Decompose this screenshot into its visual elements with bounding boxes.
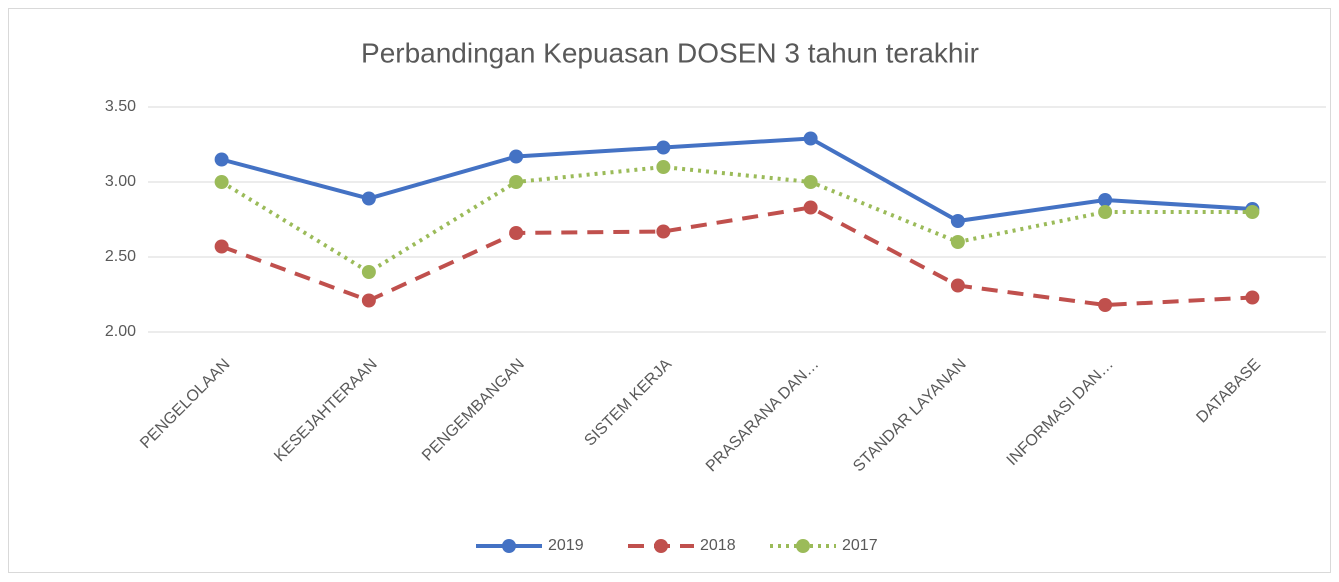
data-point: [656, 224, 671, 239]
data-point: [509, 175, 524, 189]
data-point: [950, 214, 965, 228]
data-point: [361, 265, 376, 279]
legend-label: 2019: [548, 537, 584, 554]
legend-marker: [502, 539, 516, 553]
data-point: [803, 175, 818, 189]
chart-title: Perbandingan Kepuasan DOSEN 3 tahun tera…: [361, 37, 979, 68]
data-point: [214, 152, 229, 167]
data-point: [214, 239, 229, 254]
y-tick-label: 2.00: [105, 323, 136, 340]
series-line: [220, 164, 1253, 275]
data-point: [509, 226, 524, 240]
y-tick-label: 3.50: [105, 98, 136, 115]
y-tick-label: 2.50: [105, 248, 136, 265]
series-line: [220, 205, 1253, 308]
data-point: [361, 191, 376, 206]
legend-label: 2017: [842, 537, 878, 554]
data-point: [803, 200, 818, 215]
y-tick-label: 3.00: [105, 173, 136, 190]
data-point: [361, 293, 376, 308]
legend-marker: [654, 539, 668, 553]
legend-label: 2018: [700, 537, 736, 554]
data-point: [950, 235, 965, 249]
data-point: [656, 140, 671, 155]
chart-border: [8, 8, 1331, 573]
data-point: [1245, 205, 1260, 219]
series-line: [221, 136, 1253, 224]
data-point: [1098, 205, 1113, 219]
data-point: [803, 131, 818, 146]
data-point: [1098, 193, 1113, 207]
legend-marker: [796, 539, 810, 553]
data-point: [1245, 290, 1260, 305]
data-point: [656, 160, 671, 174]
data-point: [509, 149, 524, 164]
data-point: [214, 175, 229, 189]
data-point: [950, 278, 965, 293]
data-point: [1098, 298, 1113, 312]
